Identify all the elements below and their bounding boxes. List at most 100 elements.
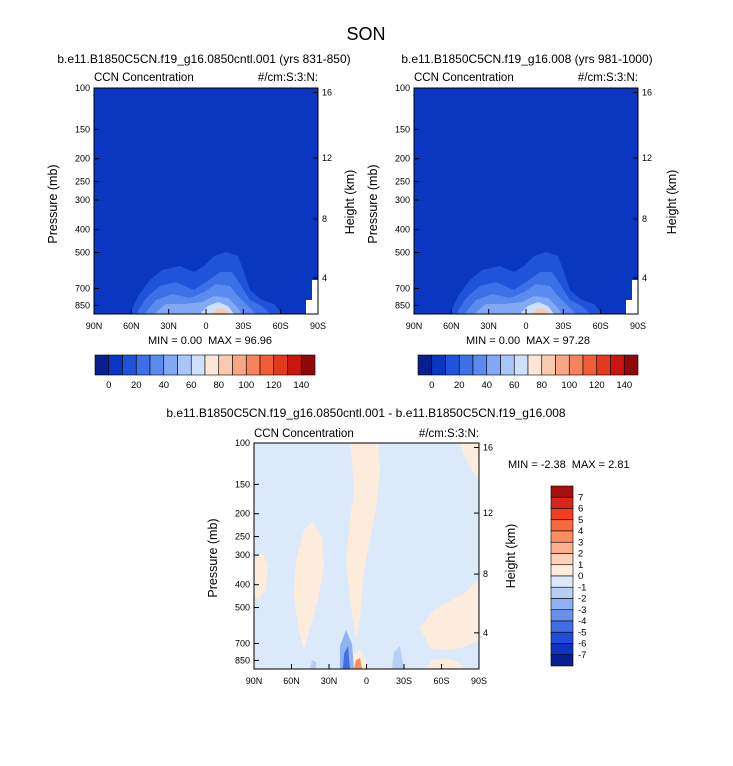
colorbar-swatch — [550, 508, 574, 521]
colorbar-tick-label: -3 — [578, 605, 586, 616]
colorbar-swatch — [108, 354, 123, 376]
colorbar-swatch — [550, 586, 574, 599]
colorbar-tick-label: -4 — [578, 616, 586, 627]
colorbar-swatch — [94, 354, 110, 376]
x-tick-label: 90S — [471, 676, 487, 686]
panel-3-positive-patch-top-right — [460, 443, 479, 480]
colorbar-swatch — [550, 609, 574, 622]
page-title: SON — [346, 24, 385, 44]
panel-3-right-label: #/cm:S:3:N: — [419, 428, 479, 440]
colorbar-tick-label: 0 — [106, 380, 111, 391]
y-tick-label: 700 — [75, 283, 90, 293]
colorbar-swatch — [273, 354, 288, 376]
y-right-tick-label: 4 — [483, 628, 488, 638]
y-tick-label: 850 — [395, 300, 410, 310]
colorbar-swatch — [122, 354, 137, 376]
panel-3-positive-band-upper-right — [346, 443, 380, 640]
colorbar-swatch — [596, 354, 611, 376]
panel-2-axis-ticks: 90N 60N 30N 0 30S 60S 90S 100 150 200 250 300 400 500… — [395, 83, 652, 331]
colorbar-swatch — [472, 354, 488, 376]
y-tick-label: 300 — [75, 195, 90, 205]
panel-1: b.e11.B1850C5CN.f19_g16.0850cntl.001 (yr… — [46, 52, 357, 391]
panel-3-min-label: MIN = -2.38 MAX = 2.81 — [508, 459, 630, 471]
colorbar-swatch — [623, 354, 639, 376]
panel-1-terrain-mask — [306, 280, 318, 314]
y-tick-label: 250 — [75, 177, 90, 187]
x-tick-label: 90S — [630, 321, 646, 331]
colorbar-tick-label: -2 — [578, 594, 586, 605]
colorbar-swatch — [204, 354, 220, 376]
colorbar-swatch — [550, 496, 574, 509]
y-tick-label: 700 — [235, 638, 250, 648]
y-right-tick-label: 4 — [322, 273, 327, 283]
colorbar-tick-label: 40 — [158, 380, 169, 391]
colorbar-swatch — [550, 541, 574, 554]
panel-2-left-label: CCN Concentration — [414, 72, 514, 84]
colorbar-tick-label: 4 — [578, 526, 583, 537]
colorbar-tick-label: 20 — [454, 380, 465, 391]
colorbar-tick-label: 7 — [578, 492, 583, 503]
y-tick-label: 250 — [395, 177, 410, 187]
panel-1-contour-level-6 — [212, 308, 230, 314]
x-tick-label: 30N — [321, 676, 338, 686]
panel-3-negative-patch-3 — [310, 660, 316, 669]
y-tick-label: 150 — [75, 124, 90, 134]
panel-3-y-axis-title-right: Height (km) — [504, 524, 518, 589]
colorbar-tick-label: 120 — [589, 380, 605, 391]
colorbar-swatch — [550, 598, 574, 611]
panel-3-negative-patch-2 — [392, 646, 404, 669]
y-tick-label: 400 — [395, 225, 410, 235]
colorbar-swatch — [550, 643, 574, 656]
x-tick-label: 60N — [443, 321, 460, 331]
colorbar-swatch — [550, 564, 574, 577]
panel-2-title: b.e11.B1850C5CN.f19_g16.008 (yrs 981-100… — [401, 52, 652, 66]
panel-1-y-axis-title: Pressure (mb) — [46, 164, 60, 243]
y-tick-label: 200 — [75, 154, 90, 164]
y-tick-label: 200 — [235, 509, 250, 519]
panel-1-min-label: MIN = 0.00 MAX = 96.96 — [148, 335, 272, 347]
colorbar-swatch — [550, 485, 574, 498]
y-right-tick-label: 8 — [642, 214, 647, 224]
panel-1-max-value: 96.96 — [245, 335, 273, 347]
colorbar-tick-label: 0 — [578, 571, 583, 582]
colorbar-swatch — [458, 354, 474, 376]
panel-2: b.e11.B1850C5CN.f19_g16.008 (yrs 981-100… — [366, 52, 679, 391]
panel-1-contours — [130, 252, 282, 314]
colorbar-swatch — [610, 354, 625, 376]
panel-2-min-label: MIN = 0.00 MAX = 97.28 — [466, 335, 590, 347]
panel-3-positive-core — [354, 658, 362, 669]
y-tick-label: 150 — [395, 124, 410, 134]
colorbar-swatch — [135, 354, 151, 376]
y-right-tick-label: 16 — [642, 88, 652, 98]
colorbar-swatch — [550, 530, 574, 543]
y-tick-label: 700 — [395, 283, 410, 293]
x-tick-label: 90N — [246, 676, 263, 686]
colorbar-swatch — [417, 354, 433, 376]
colorbar-tick-label: -7 — [578, 650, 586, 661]
panel-3-min-value: -2.38 — [541, 459, 566, 471]
y-tick-label: 100 — [235, 438, 250, 448]
panel-1-right-label: #/cm:S:3:N: — [258, 72, 318, 84]
y-tick-label: 850 — [75, 300, 90, 310]
colorbar-swatch — [550, 553, 574, 566]
panel-2-contours — [450, 252, 602, 314]
x-tick-label: 60S — [593, 321, 609, 331]
y-right-tick-label: 12 — [483, 508, 493, 518]
y-right-tick-label: 16 — [483, 443, 493, 453]
y-tick-label: 150 — [235, 479, 250, 489]
x-tick-label: 30S — [396, 676, 412, 686]
colorbar-tick-label: 80 — [213, 380, 224, 391]
panel-1-axis-ticks: 90N 60N 30N 0 30S 60S 90S 100 150 200 250 300 400 500… — [75, 83, 332, 331]
colorbar-tick-label: 140 — [293, 380, 309, 391]
y-tick-label: 500 — [75, 248, 90, 258]
panel-2-max-value: 97.28 — [563, 335, 591, 347]
x-tick-label: 90N — [406, 321, 423, 331]
panel-3-title: b.e11.B1850C5CN.f19_g16.0850cntl.001 - b… — [166, 406, 566, 420]
colorbar-tick-label: 80 — [536, 380, 547, 391]
colorbar-tick-label: 1 — [578, 560, 583, 571]
colorbar-tick-label: 2 — [578, 549, 583, 560]
colorbar-tick-label: 100 — [238, 380, 254, 391]
colorbar-swatch — [245, 354, 261, 376]
